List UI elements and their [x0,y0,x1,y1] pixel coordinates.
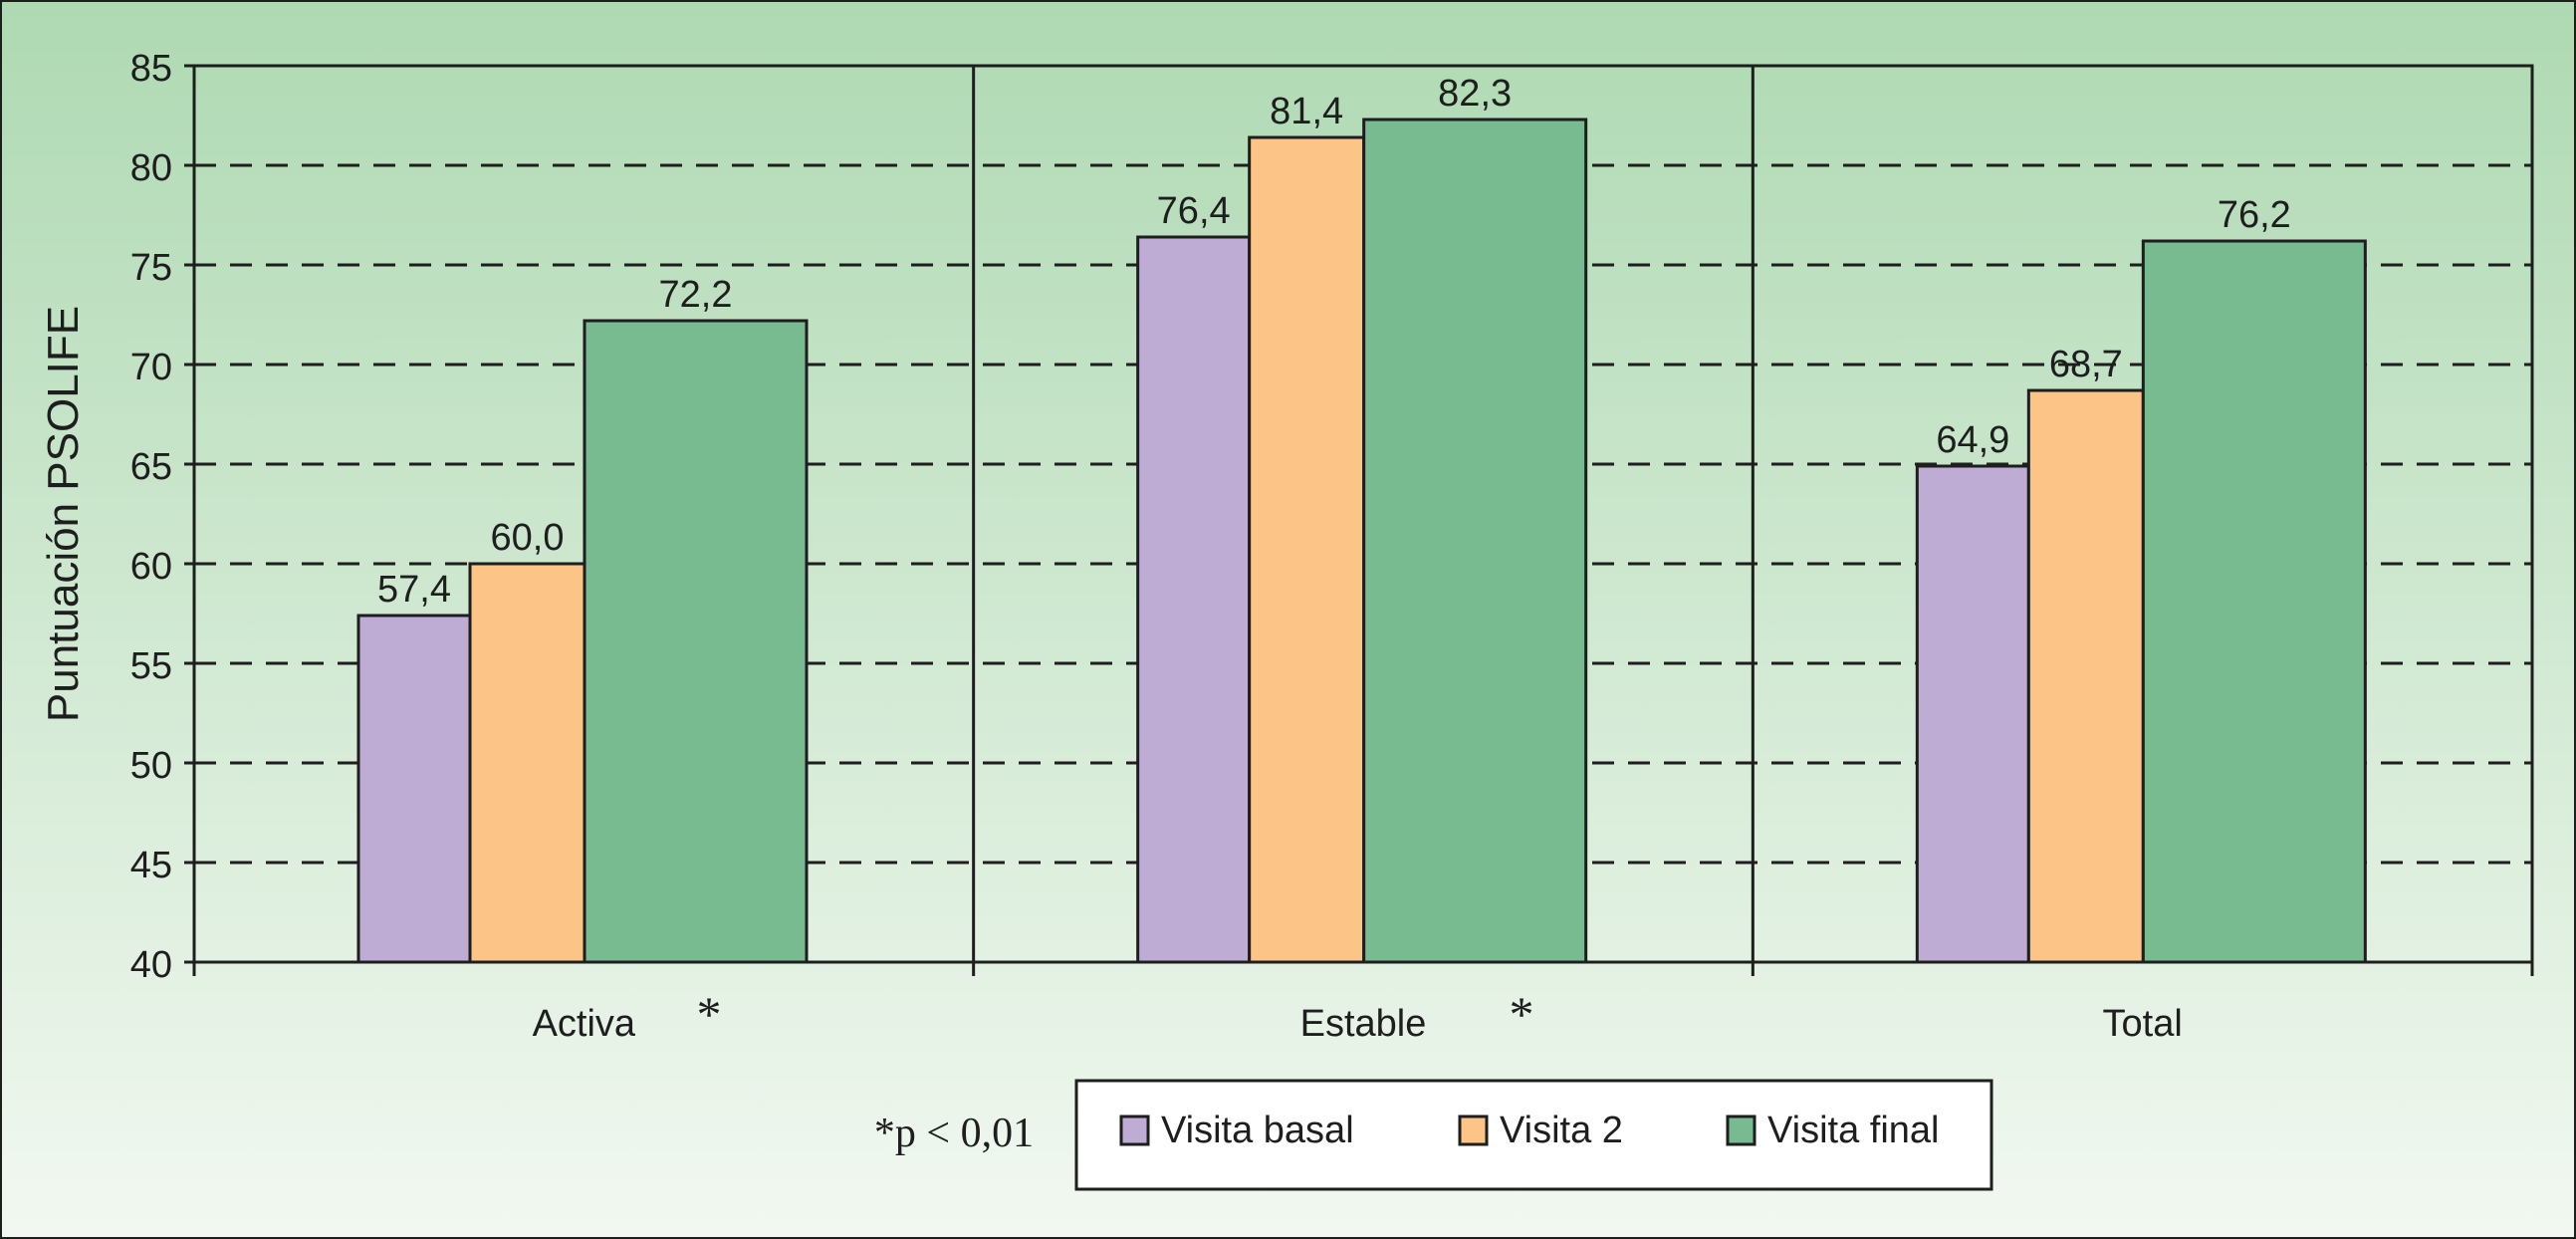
y-tick-label: 75 [130,247,172,289]
bar [583,319,809,964]
bar-data-label: 60,0 [491,517,565,559]
bar [1136,235,1252,964]
data-labels: 57,4 60,0 72,2 76,4 81,4 82,3 64,9 68,7 76,2 [377,73,2291,611]
bar [1248,135,1366,964]
bar [1915,464,2030,964]
bar-data-label: 81,4 [1270,91,1343,132]
y-tick-label: 65 [130,446,172,488]
axes [192,64,2534,976]
y-tick-label: 80 [130,147,172,189]
y-axis-label: Puntuación PSOLIFE [39,306,88,722]
legend-swatch [1458,1115,1489,1146]
legend-swatch [1726,1115,1756,1146]
y-tick-label: 70 [130,347,172,388]
y-tick-label: 55 [130,645,172,687]
bar [2026,388,2145,964]
bar-data-label: 72,2 [659,274,733,316]
footnote: *p < 0,01 [874,1111,1034,1156]
bar-data-label: 82,3 [1438,73,1512,115]
y-tick-label: 45 [130,845,172,886]
significance-mark: * [697,986,722,1042]
bar [356,614,472,964]
x-category-label: Total [2103,1003,2183,1045]
x-axis-categories: Activa * Estable * Total [533,986,2183,1045]
x-category-label: Activa [533,1003,636,1045]
bar-data-label: 64,9 [1936,419,2009,461]
legend-label: Visita final [1767,1110,1940,1151]
legend-label: Visita 2 [1500,1110,1623,1151]
legend: Visita basal Visita 2 Visita final [1074,1079,1993,1191]
bar [2141,239,2367,964]
bar [468,562,586,964]
significance-mark: * [1510,986,1534,1042]
y-tick-label: 50 [130,745,172,787]
x-category-label: Estable [1300,1003,1427,1045]
bar-data-label: 57,4 [377,569,451,611]
y-axis-ticks: 40 45 50 55 60 65 70 75 80 85 [130,48,194,986]
bar-data-label: 76,2 [2218,194,2291,236]
bar [1362,118,1588,964]
y-tick-label: 40 [130,944,172,986]
legend-label: Visita basal [1161,1110,1354,1151]
bars [356,118,2367,964]
legend-box [1074,1079,1993,1191]
y-tick-label: 85 [130,48,172,90]
plot-frame [192,64,2534,964]
legend-swatch [1119,1115,1150,1146]
bar-data-label: 68,7 [2049,344,2123,385]
bar-data-label: 76,4 [1157,190,1231,232]
y-tick-label: 60 [130,546,172,588]
